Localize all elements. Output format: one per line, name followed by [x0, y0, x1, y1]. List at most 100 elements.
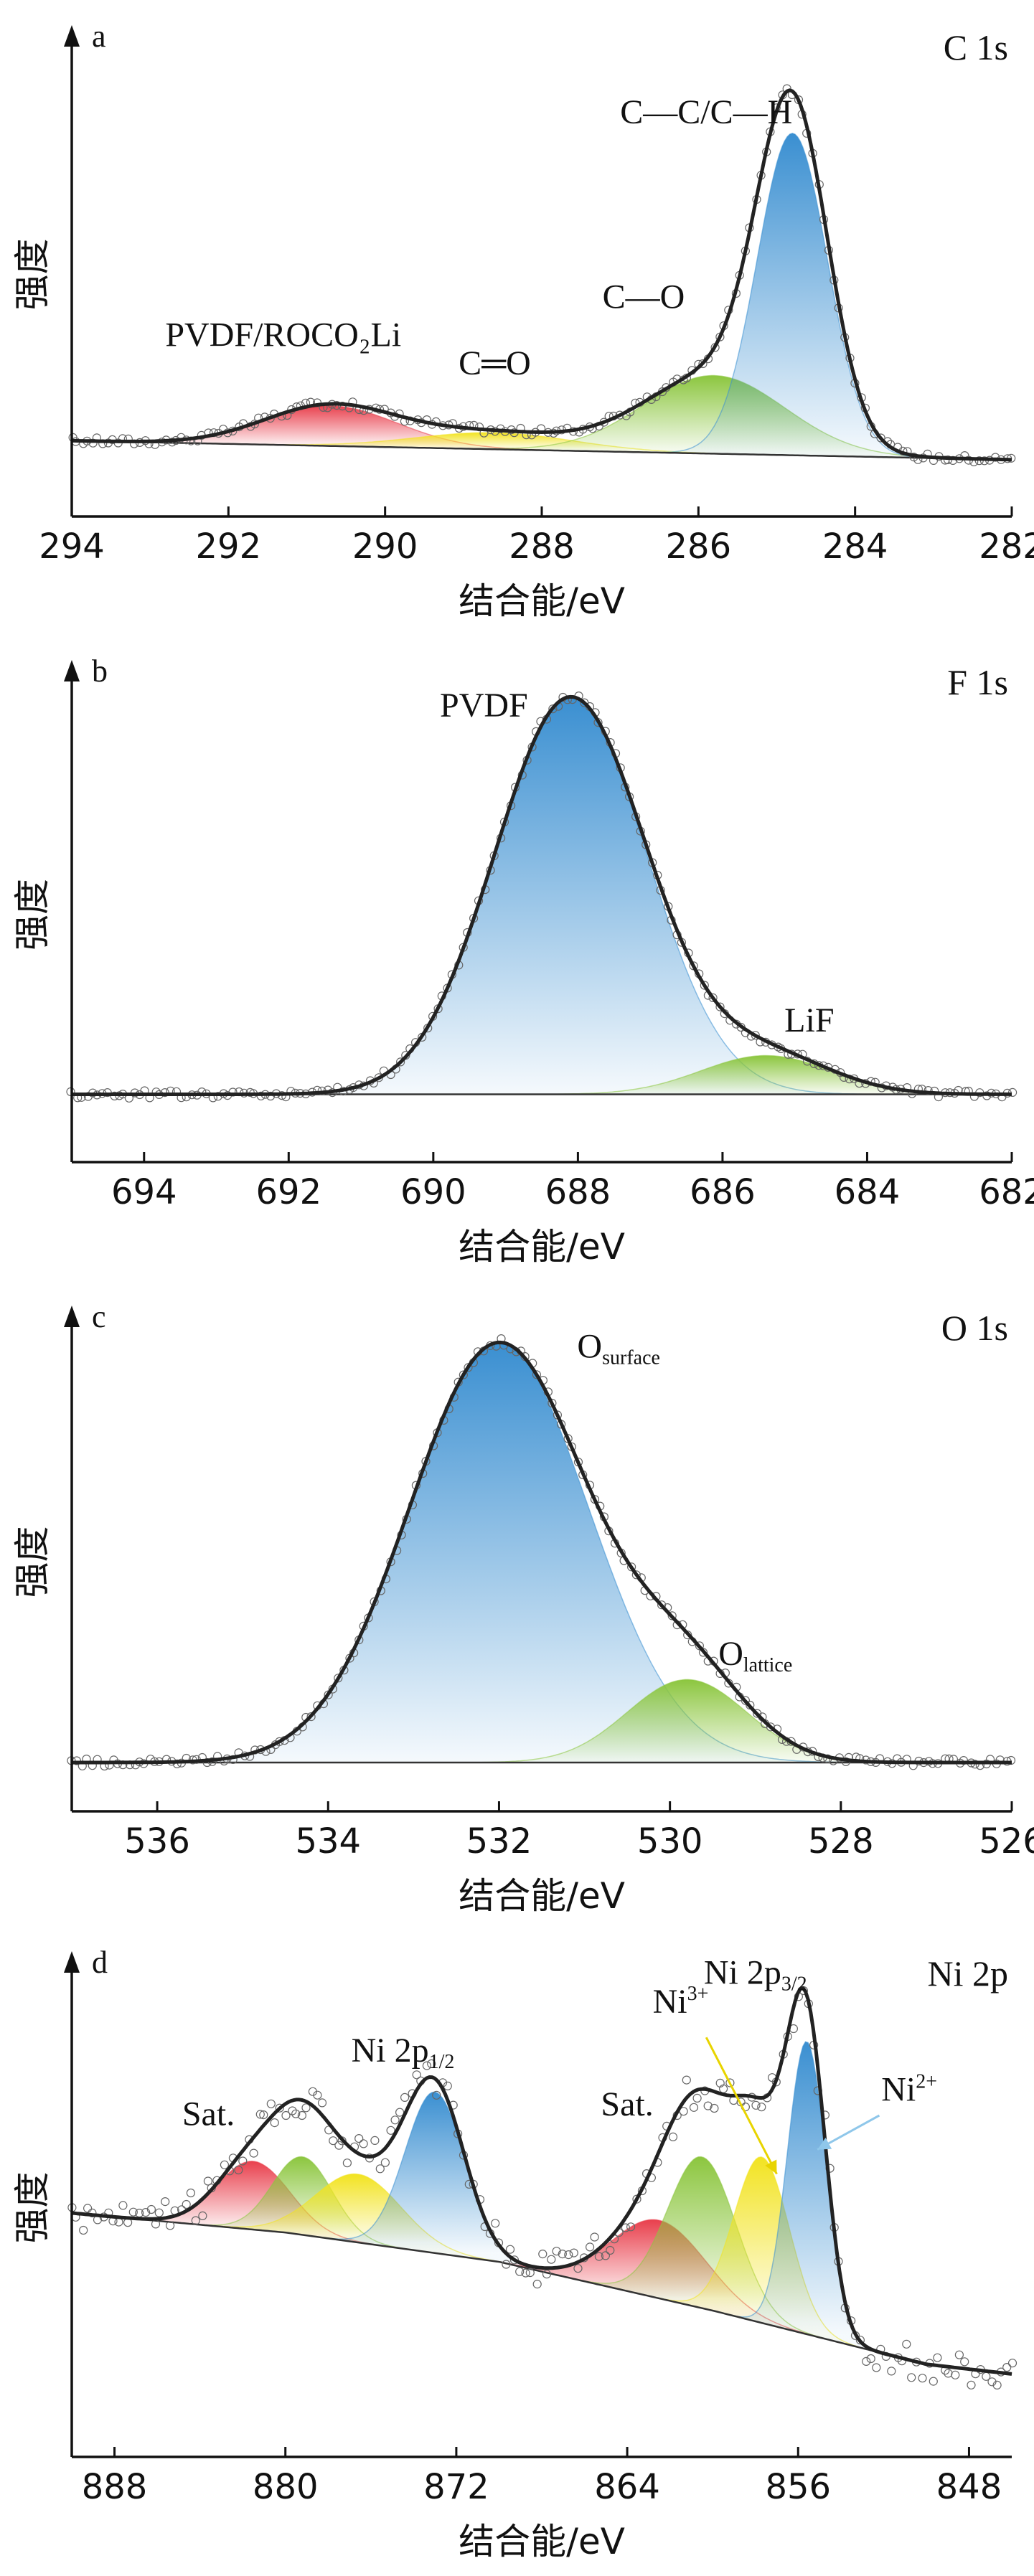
raw-data-point	[146, 2204, 156, 2214]
raw-data-point	[585, 2242, 595, 2252]
raw-data-point	[432, 2090, 441, 2100]
raw-data-point	[855, 2336, 865, 2345]
y-axis-arrow	[64, 1951, 80, 1973]
x-tick-label: 528	[808, 1821, 874, 1862]
raw-data-point	[538, 2250, 547, 2259]
raw-data-point	[334, 1674, 343, 1683]
raw-data-point	[422, 2061, 432, 2070]
raw-data-point	[202, 1758, 212, 1768]
raw-data-point	[79, 2225, 88, 2235]
raw-data-point	[929, 2377, 938, 2386]
raw-data-point	[569, 2248, 578, 2257]
x-tick-label: 690	[400, 1172, 466, 1212]
raw-data-point	[700, 981, 709, 990]
raw-data-point	[515, 2267, 525, 2276]
panel-b: 694 692 690 688 686 684 682 结合能/eV 强度 b F 1s PVDF Li…	[11, 654, 1034, 1268]
component-peak	[72, 1055, 1012, 1095]
raw-data-point	[521, 2268, 530, 2278]
fit-envelope	[72, 1340, 1012, 1765]
raw-data-point	[203, 2176, 212, 2186]
raw-data-point	[667, 1611, 677, 1620]
raw-data-point	[270, 2118, 279, 2128]
raw-data-point	[238, 2156, 248, 2166]
raw-data-point	[698, 359, 708, 369]
raw-data-point	[334, 2141, 344, 2150]
background-line	[71, 2212, 1012, 2375]
raw-data-point	[427, 2059, 436, 2068]
raw-data-point	[313, 2090, 322, 2100]
raw-data-point	[459, 1370, 469, 1379]
panel-letter: c	[92, 1299, 106, 1334]
panel-letter: d	[92, 1945, 108, 1980]
raw-data-point	[631, 1570, 641, 1580]
x-tick-label: 686	[690, 1172, 756, 1212]
raw-data-point	[951, 2370, 960, 2379]
peak-annotation: Sat.	[182, 2095, 235, 2133]
raw-data-point	[220, 2160, 229, 2169]
x-tick-label: 534	[295, 1821, 361, 1862]
peak-annotation: C═O	[459, 344, 531, 382]
raw-data-point	[259, 2110, 268, 2120]
peak-annotation: LiF	[784, 1001, 834, 1039]
raw-data-point	[862, 2356, 871, 2366]
x-tick-label: 888	[82, 2467, 148, 2507]
raw-data-point	[249, 2148, 258, 2158]
peak-annotation: Ni 2p3/2	[704, 1953, 807, 1995]
raw-data-point	[918, 2374, 927, 2383]
raw-data-point	[606, 2245, 615, 2255]
x-tick-label: 530	[637, 1821, 703, 1862]
raw-data-point	[509, 2255, 520, 2265]
x-tick-label: 284	[822, 527, 888, 567]
raw-data-point	[182, 2199, 191, 2209]
raw-data-point	[491, 2219, 500, 2228]
raw-data-point	[987, 2377, 997, 2387]
raw-data-point	[370, 2136, 380, 2145]
fit-envelope	[72, 694, 1012, 1096]
raw-data-point	[395, 1057, 405, 1067]
background-line	[71, 440, 1012, 461]
raw-data-point	[297, 2110, 306, 2120]
raw-data-point	[933, 2353, 942, 2362]
raw-data-point	[872, 2363, 881, 2372]
x-tick-label: 848	[936, 2467, 1002, 2507]
peak-annotation: Ni 2p1/2	[352, 2032, 455, 2073]
raw-data-point	[386, 2126, 395, 2135]
raw-data-point	[715, 1002, 725, 1011]
raw-data-point	[967, 2380, 976, 2389]
raw-data-point	[741, 1696, 751, 1705]
component-outline	[71, 133, 1012, 461]
raw-data-point	[992, 2380, 1002, 2389]
y-axis-title: 强度	[11, 2172, 53, 2244]
raw-data-point	[186, 2188, 195, 2198]
raw-data-point	[390, 2115, 400, 2125]
raw-data-point	[118, 2201, 128, 2210]
x-tick-label: 536	[124, 1821, 190, 1862]
raw-data-point	[161, 2197, 170, 2207]
annotation-arrowhead	[817, 2138, 832, 2150]
raw-data-point	[1002, 2363, 1012, 2372]
x-tick-label: 692	[255, 1172, 321, 1212]
fit-envelope	[71, 1986, 1012, 2376]
raw-data-point	[668, 2132, 678, 2141]
raw-data-point	[751, 1031, 760, 1040]
x-tick-label: 688	[545, 1172, 611, 1212]
panel-title: O 1s	[941, 1308, 1008, 1348]
raw-data-point	[573, 2264, 583, 2273]
raw-data-point	[558, 2250, 567, 2259]
raw-data-point	[532, 1370, 542, 1379]
raw-data-point	[902, 2339, 911, 2349]
component-peak	[72, 1679, 1012, 1763]
x-tick-label: 856	[765, 2467, 831, 2507]
raw-data-point	[657, 1600, 667, 1610]
raw-data-point	[154, 2208, 164, 2217]
raw-data-point	[191, 2216, 200, 2225]
raw-data-point	[83, 2204, 93, 2213]
raw-data-point	[213, 1092, 222, 1101]
raw-data-point	[141, 2208, 151, 2217]
peak-annotation: C—O	[603, 278, 685, 316]
raw-data-point	[400, 2093, 410, 2102]
raw-data-point	[505, 2245, 515, 2254]
raw-data-point	[757, 2103, 766, 2112]
y-axis-title: 强度	[11, 879, 53, 950]
